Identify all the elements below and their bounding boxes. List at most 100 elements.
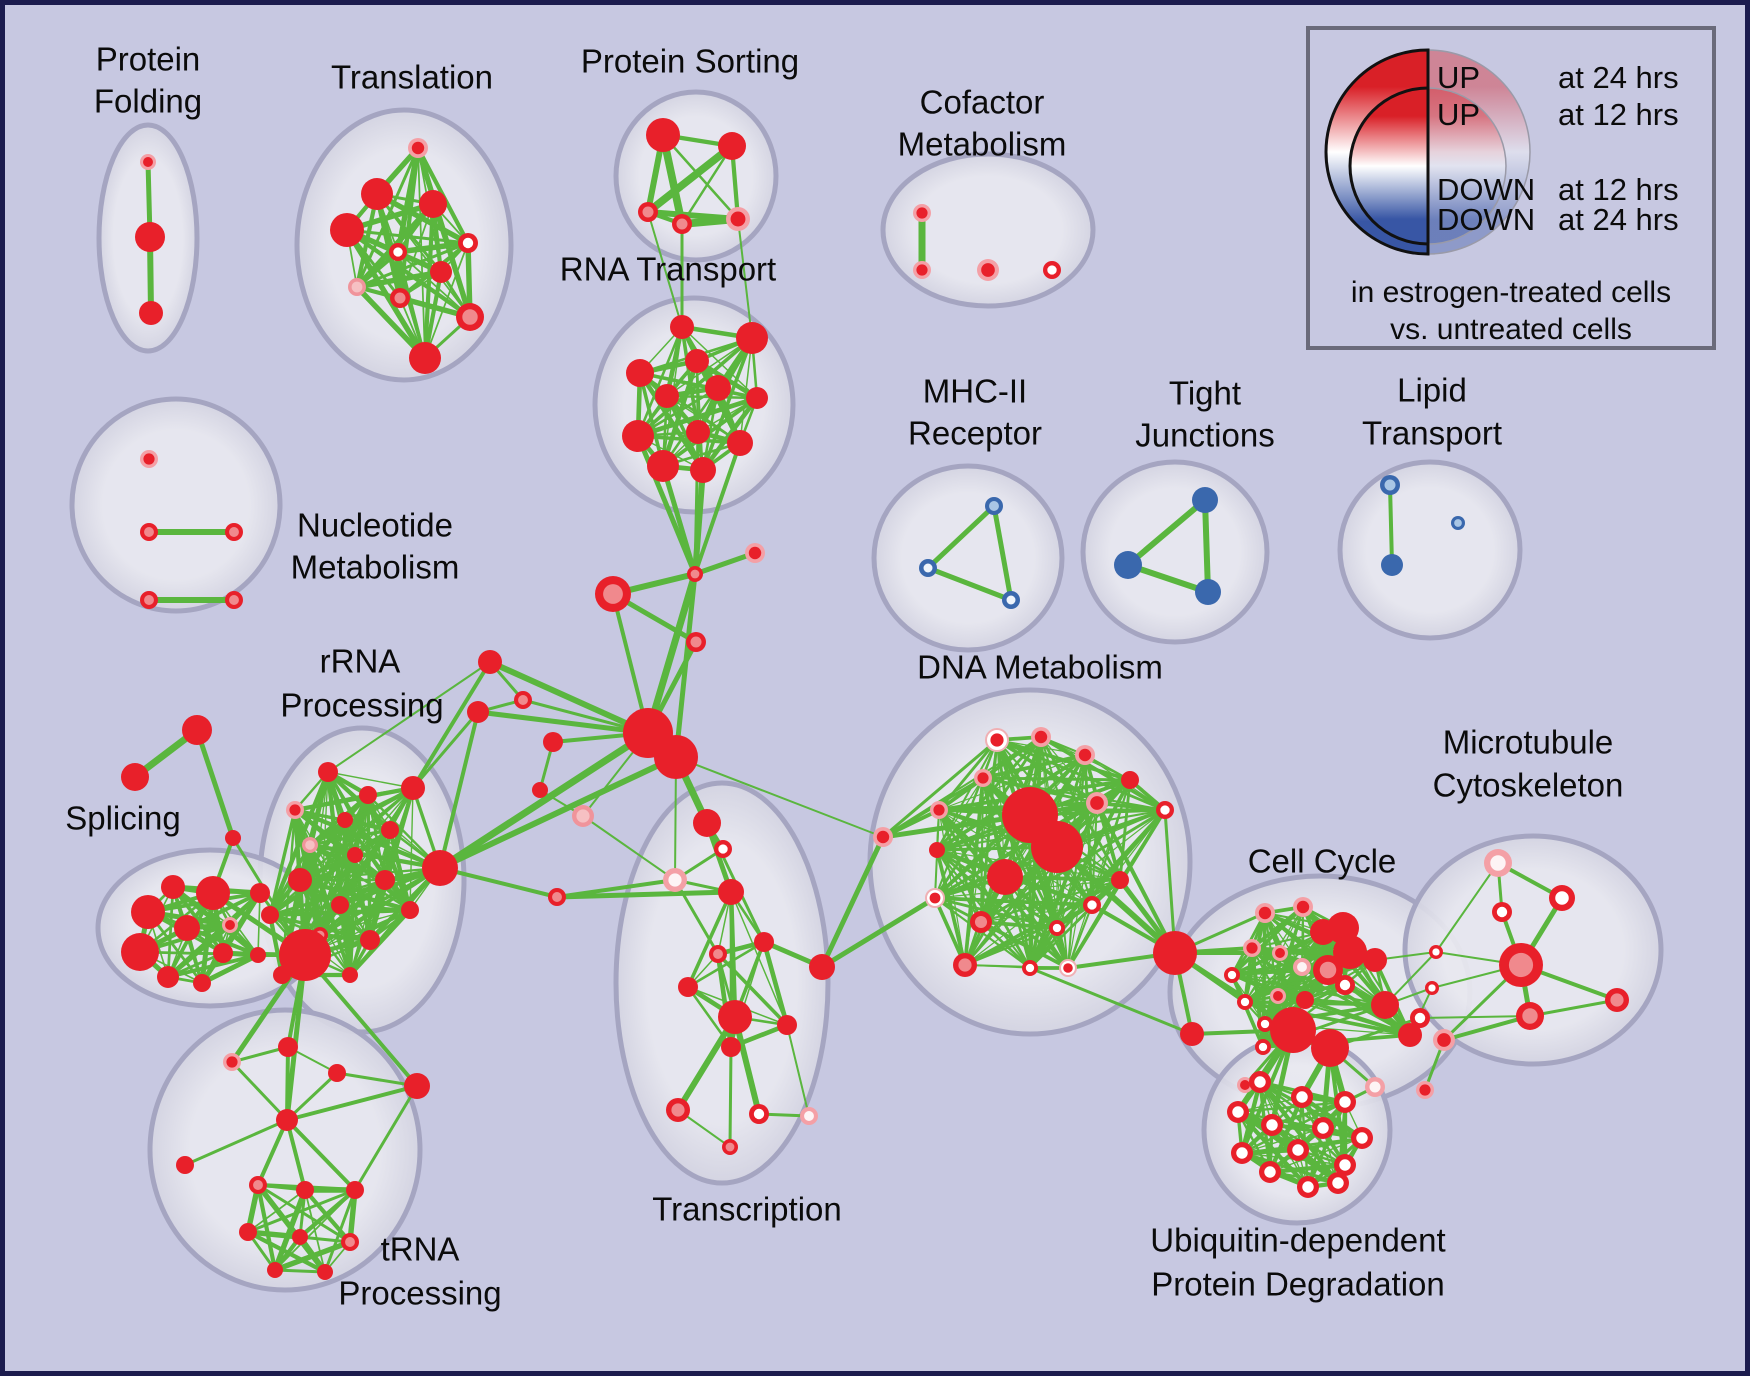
network-node[interactable]	[1153, 931, 1197, 975]
network-node[interactable]	[686, 632, 706, 652]
network-node[interactable]	[331, 896, 349, 914]
network-node[interactable]	[1270, 988, 1286, 1004]
network-node[interactable]	[925, 888, 945, 908]
network-node[interactable]	[1237, 994, 1253, 1010]
network-node[interactable]	[1429, 945, 1443, 959]
network-node[interactable]	[1363, 948, 1387, 972]
network-node[interactable]	[1365, 1077, 1385, 1097]
network-node[interactable]	[1291, 1086, 1313, 1108]
network-node[interactable]	[693, 809, 721, 837]
network-node[interactable]	[121, 933, 159, 971]
network-node[interactable]	[654, 735, 698, 779]
network-node[interactable]	[317, 1264, 333, 1280]
network-node[interactable]	[913, 204, 931, 222]
network-node[interactable]	[135, 222, 165, 252]
network-node[interactable]	[161, 875, 185, 899]
network-node[interactable]	[1312, 1117, 1334, 1139]
network-node[interactable]	[1002, 591, 1020, 609]
network-node[interactable]	[1121, 771, 1139, 789]
network-node[interactable]	[222, 917, 238, 933]
network-node[interactable]	[174, 915, 200, 941]
network-node[interactable]	[239, 1223, 257, 1241]
network-node[interactable]	[1492, 902, 1512, 922]
network-node[interactable]	[1351, 1127, 1373, 1149]
network-node[interactable]	[1287, 1139, 1309, 1161]
network-node[interactable]	[718, 1000, 752, 1034]
network-node[interactable]	[666, 1098, 690, 1122]
network-node[interactable]	[754, 932, 774, 952]
network-node[interactable]	[595, 576, 631, 612]
network-node[interactable]	[985, 497, 1003, 515]
network-node[interactable]	[223, 1053, 241, 1071]
network-node[interactable]	[140, 591, 158, 609]
network-node[interactable]	[809, 954, 835, 980]
network-node[interactable]	[318, 762, 338, 782]
network-node[interactable]	[419, 190, 447, 218]
network-node[interactable]	[1231, 1142, 1253, 1164]
network-node[interactable]	[746, 387, 768, 409]
network-node[interactable]	[1398, 1023, 1422, 1047]
network-node[interactable]	[572, 805, 594, 827]
network-node[interactable]	[458, 233, 478, 253]
network-node[interactable]	[1293, 897, 1313, 917]
network-node[interactable]	[714, 840, 732, 858]
network-node[interactable]	[1075, 745, 1095, 765]
network-node[interactable]	[1192, 487, 1218, 513]
network-node[interactable]	[347, 847, 363, 863]
network-node[interactable]	[718, 132, 746, 160]
network-node[interactable]	[1335, 975, 1355, 995]
network-node[interactable]	[404, 1073, 430, 1099]
network-node[interactable]	[1261, 1114, 1283, 1136]
network-node[interactable]	[1327, 1172, 1349, 1194]
network-node[interactable]	[1333, 935, 1367, 969]
network-node[interactable]	[1433, 1029, 1455, 1051]
network-node[interactable]	[328, 1064, 346, 1082]
network-node[interactable]	[1111, 871, 1129, 889]
network-node[interactable]	[532, 782, 548, 798]
network-node[interactable]	[722, 1139, 738, 1155]
network-node[interactable]	[401, 901, 419, 919]
network-node[interactable]	[361, 178, 393, 210]
network-node[interactable]	[360, 930, 380, 950]
network-node[interactable]	[196, 876, 230, 910]
network-node[interactable]	[987, 859, 1023, 895]
network-node[interactable]	[390, 288, 410, 308]
network-node[interactable]	[131, 895, 165, 929]
network-node[interactable]	[709, 945, 727, 963]
network-node[interactable]	[672, 214, 692, 234]
network-node[interactable]	[193, 974, 211, 992]
network-node[interactable]	[389, 243, 407, 261]
network-node[interactable]	[456, 303, 484, 331]
network-node[interactable]	[1272, 945, 1288, 961]
network-node[interactable]	[408, 138, 428, 158]
network-node[interactable]	[1257, 1016, 1273, 1032]
network-node[interactable]	[139, 301, 163, 325]
network-node[interactable]	[1410, 1008, 1430, 1028]
network-node[interactable]	[977, 259, 999, 281]
network-node[interactable]	[1313, 955, 1343, 985]
network-node[interactable]	[626, 359, 654, 387]
network-node[interactable]	[422, 850, 458, 886]
network-node[interactable]	[678, 977, 698, 997]
network-node[interactable]	[1180, 1022, 1204, 1046]
network-node[interactable]	[249, 1176, 267, 1194]
network-node[interactable]	[1114, 551, 1142, 579]
network-node[interactable]	[1605, 988, 1629, 1012]
network-node[interactable]	[157, 966, 179, 988]
network-node[interactable]	[1022, 960, 1038, 976]
network-node[interactable]	[140, 450, 158, 468]
network-node[interactable]	[225, 523, 243, 541]
network-node[interactable]	[687, 566, 703, 582]
network-node[interactable]	[721, 1037, 741, 1057]
network-node[interactable]	[302, 837, 318, 853]
network-node[interactable]	[1334, 1091, 1356, 1113]
network-node[interactable]	[337, 812, 353, 828]
network-node[interactable]	[1549, 885, 1575, 911]
network-node[interactable]	[913, 261, 931, 279]
network-node[interactable]	[213, 943, 233, 963]
network-node[interactable]	[261, 906, 279, 924]
network-node[interactable]	[140, 523, 158, 541]
network-node[interactable]	[873, 827, 893, 847]
network-node[interactable]	[1255, 903, 1275, 923]
network-node[interactable]	[1499, 943, 1543, 987]
